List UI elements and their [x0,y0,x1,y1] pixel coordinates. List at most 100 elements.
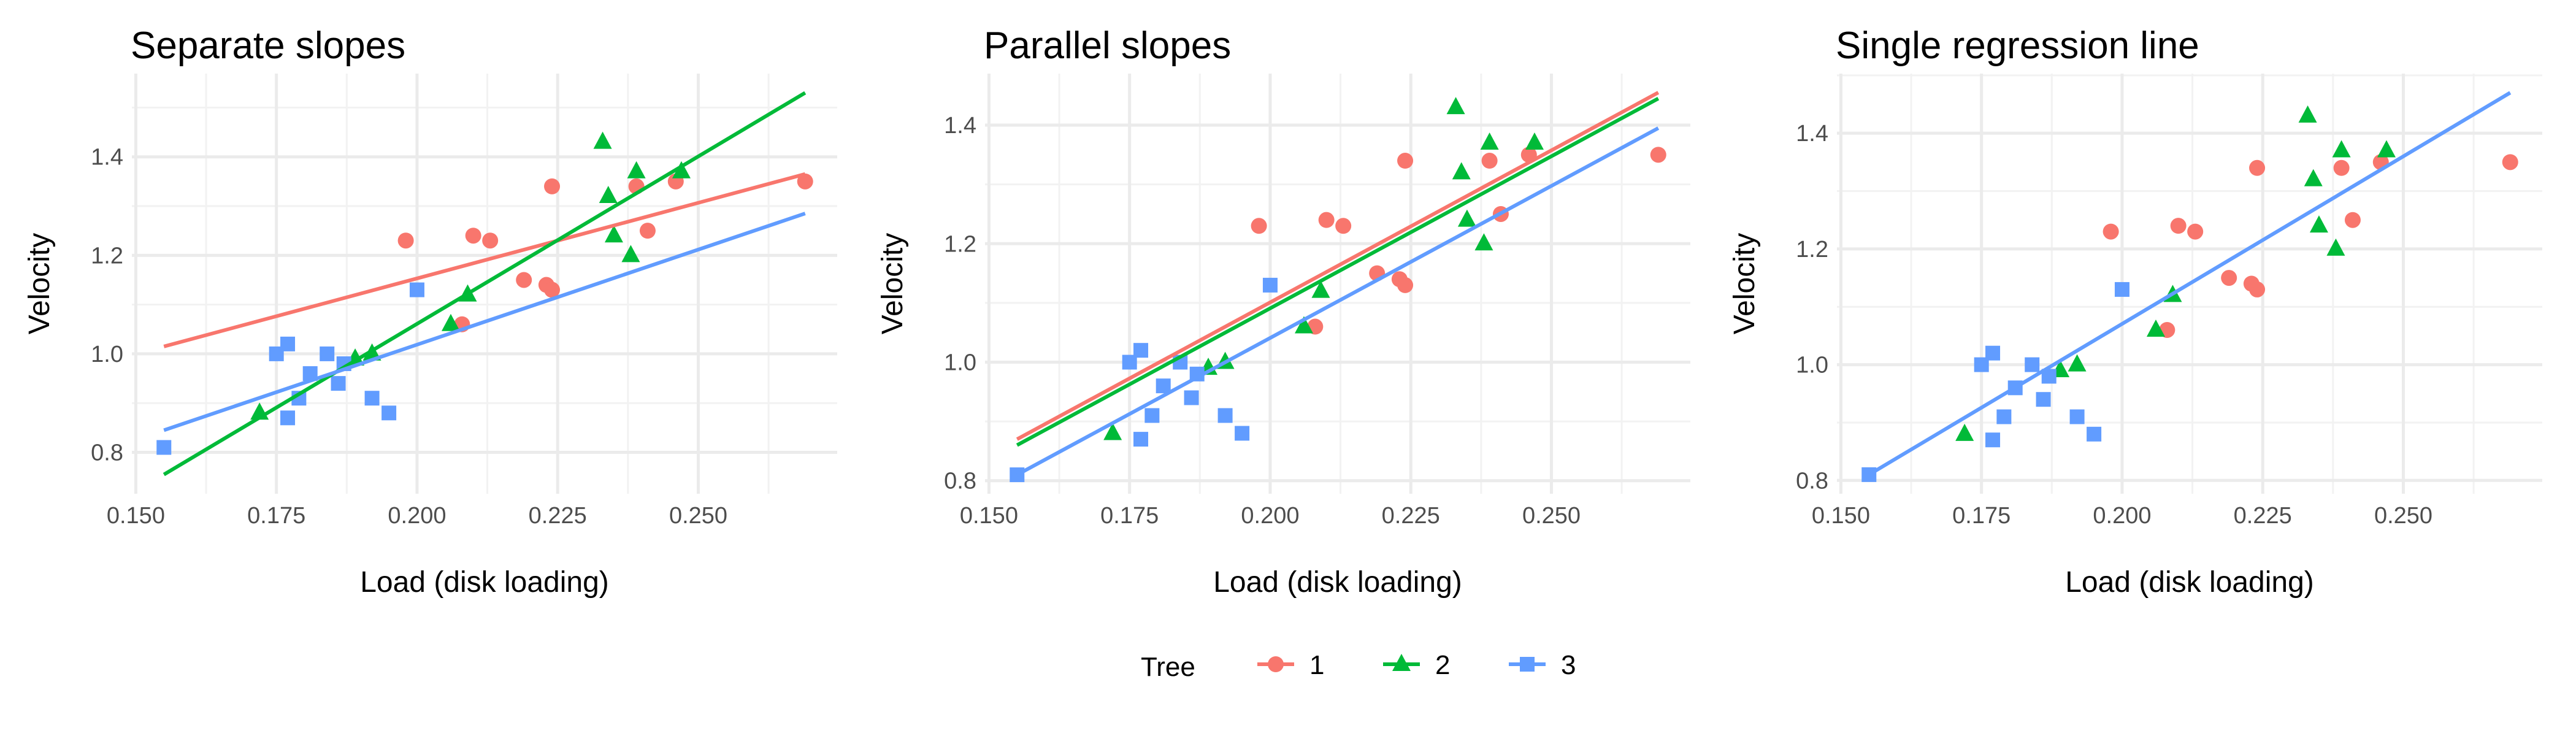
data-point-tree-1 [2249,159,2266,176]
data-point-tree-1 [797,173,813,190]
data-point-tree-3 [2069,409,2085,424]
y-tick-label: 0.8 [1796,468,1828,494]
y-axis-title: Velocity [23,233,56,334]
y-axis-title: Velocity [1728,233,1761,334]
data-point-tree-3 [1262,277,1278,293]
y-tick-label: 1.2 [1796,237,1828,263]
panel-title: Single regression line [1836,25,2199,67]
x-tick-label: 0.200 [1241,503,1299,529]
data-point-tree-1 [2187,223,2204,240]
data-point-tree-1 [397,232,414,249]
data-point-tree-2 [593,131,612,149]
data-point-tree-2 [672,161,691,178]
data-point-tree-1 [2170,218,2187,234]
x-tick-label: 0.200 [2093,503,2151,529]
data-point-tree-3 [364,391,380,406]
x-axis-title: Load (disk loading) [360,566,609,599]
data-point-tree-3 [1996,409,2012,424]
legend-marker-key [1268,656,1284,672]
data-point-tree-2 [1311,280,1330,298]
y-tick-label: 1.4 [944,113,976,139]
y-tick-label: 1.4 [91,145,123,171]
data-point-tree-1 [1397,153,1414,169]
y-tick-label: 1.2 [944,231,976,257]
x-tick-label: 0.250 [2374,503,2432,529]
data-point-tree-2 [1457,209,1476,227]
data-point-tree-2 [2332,140,2351,158]
data-point-tree-2 [1525,132,1544,150]
legend-label: 1 [1309,650,1324,680]
y-tick-label: 1.0 [944,350,976,376]
y-tick-label: 1.2 [91,243,123,269]
data-point-tree-2 [441,313,460,331]
data-point-tree-3 [2087,426,2102,442]
data-point-tree-1 [1335,218,1352,234]
data-point-tree-2 [2298,105,2317,123]
x-tick-label: 0.225 [1382,503,1440,529]
data-point-tree-3 [1985,345,2001,361]
x-axis-title: Load (disk loading) [1213,566,1462,599]
panel-title: Parallel slopes [984,25,1231,67]
data-point-tree-3 [2036,392,2051,407]
x-tick-label: 0.175 [1100,503,1159,529]
legend-label: 3 [1561,650,1576,680]
data-point-tree-3 [2025,357,2040,372]
data-point-tree-1 [1481,153,1498,169]
x-tick-label: 0.175 [247,503,305,529]
data-point-tree-3 [156,440,172,455]
legend-label: 2 [1435,650,1450,680]
x-tick-label: 0.200 [388,503,446,529]
data-point-tree-3 [280,410,296,426]
data-point-tree-1 [482,232,499,249]
data-point-tree-2 [2304,169,2323,186]
data-point-tree-3 [1144,408,1160,423]
data-point-tree-3 [2114,282,2129,297]
data-point-tree-1 [2502,154,2518,171]
panel-title: Separate slopes [131,25,405,67]
legend: Tree 1 2 3 [1141,650,1576,682]
data-point-tree-3 [1133,343,1149,358]
regression-line-1 [163,172,806,348]
data-point-tree-2 [627,161,646,178]
data-point-tree-2 [604,225,623,243]
data-point-tree-1 [1318,212,1335,228]
data-point-tree-2 [599,185,618,203]
data-point-tree-2 [1474,233,1493,251]
x-tick-label: 0.150 [107,503,165,529]
y-axis-title: Velocity [876,233,909,334]
legend-marker-key [1392,654,1411,671]
data-point-tree-2 [1446,97,1465,115]
data-point-tree-3 [280,336,296,351]
data-point-tree-3 [1985,432,2001,448]
regression-line-2 [163,91,807,477]
legend-marker-key [1520,657,1535,672]
regression-line-3 [1016,126,1660,477]
data-point-tree-3 [1184,390,1199,405]
data-point-tree-2 [621,245,640,263]
x-tick-label: 0.150 [960,503,1018,529]
y-tick-label: 0.8 [91,440,123,466]
data-point-tree-3 [1235,426,1250,441]
data-point-tree-2 [1452,162,1471,180]
legend-item-tree-3: 3 [1509,650,1576,680]
x-tick-label: 0.175 [1952,503,2011,529]
data-point-tree-3 [409,282,424,297]
data-point-tree-2 [2326,238,2345,256]
regression-line-3 [163,212,806,432]
regression-line-2 [1016,96,1660,447]
data-point-tree-2 [2068,354,2087,372]
data-point-tree-2 [2377,140,2396,158]
x-tick-label: 0.250 [1522,503,1581,529]
data-point-tree-1 [516,272,532,288]
data-point-tree-2 [2309,215,2328,233]
data-point-tree-1 [1397,277,1414,293]
data-point-tree-2 [1480,132,1499,150]
data-point-tree-1 [2221,270,2237,286]
y-tick-label: 0.8 [944,469,976,494]
data-point-tree-1 [2344,212,2361,228]
data-point-tree-1 [465,228,481,244]
data-point-tree-1 [2103,223,2119,240]
panel-3: 0.150 0.175 0.200 0.225 0.250 0.8 1.0 1.2 1.4 Sin… [1728,25,2542,599]
y-tick-label: 1.4 [1796,121,1828,147]
x-tick-label: 0.250 [669,503,727,529]
